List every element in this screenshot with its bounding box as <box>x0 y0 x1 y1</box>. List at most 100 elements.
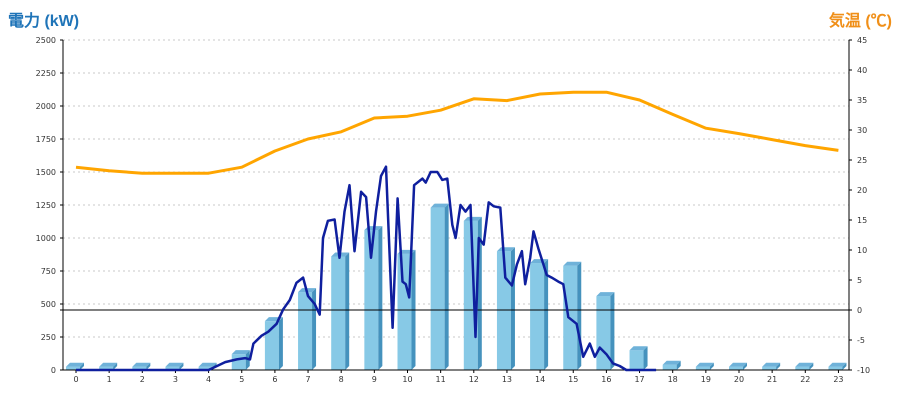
right-tick-label: -10 <box>857 366 870 375</box>
power-bar-front <box>231 354 246 370</box>
power-bar-side <box>709 362 714 370</box>
power-bar-front <box>729 366 743 370</box>
left-tick-label: 1500 <box>36 168 56 177</box>
power-bar-top <box>99 362 118 367</box>
x-tick-label: 0 <box>73 375 78 384</box>
power-bar-top <box>66 362 84 367</box>
power-bar <box>364 226 383 370</box>
x-tick-label: 10 <box>402 375 412 384</box>
power-bar-top <box>762 362 781 367</box>
power-bar-side <box>809 362 814 370</box>
x-tick-label: 4 <box>206 375 211 384</box>
power-bar-top <box>463 216 482 221</box>
left-tick-label: 250 <box>41 333 56 342</box>
power-bar-side <box>80 362 84 370</box>
power-bar-top <box>563 261 582 266</box>
x-tick-label: 15 <box>568 375 578 384</box>
power-bar-front <box>264 321 279 370</box>
power-bar-front <box>762 366 777 370</box>
power-bar-front <box>165 366 180 370</box>
power-bar-front <box>596 296 611 370</box>
left-tick-label: 2000 <box>36 102 56 111</box>
x-tick-label: 18 <box>668 375 678 384</box>
right-tick-label: 5 <box>857 276 862 285</box>
x-tick-label: 20 <box>734 375 744 384</box>
power-bar-front <box>298 292 313 370</box>
power-bar <box>762 362 781 370</box>
right-tick-label: -5 <box>857 336 865 345</box>
power-bar-side <box>312 288 317 370</box>
temperature-line <box>75 90 839 175</box>
x-tick-label: 12 <box>469 375 479 384</box>
power-bar-top <box>132 362 151 367</box>
x-tick-label: 6 <box>272 375 277 384</box>
x-axis-ticks: 0 1 2 3 4 5 6 7 8 9 10 11 12 13 14 15 16 17 18 19 20 21 22 23 <box>73 370 844 384</box>
power-bar <box>629 346 648 370</box>
power-bars <box>66 203 847 370</box>
power-bar-side <box>776 362 781 370</box>
power-bar <box>795 362 814 370</box>
power-bar <box>662 360 681 370</box>
power-bar-side <box>378 226 383 370</box>
power-bar-front <box>662 364 677 370</box>
axes <box>62 40 850 371</box>
right-tick-label: 40 <box>857 66 867 75</box>
power-bar-top <box>596 292 615 297</box>
x-tick-label: 22 <box>800 375 810 384</box>
left-tick-label: 750 <box>41 267 56 276</box>
power-bar <box>828 362 847 370</box>
power-bar-top <box>828 362 847 367</box>
x-tick-label: 7 <box>306 375 311 384</box>
x-tick-label: 9 <box>372 375 377 384</box>
x-tick-label: 3 <box>173 375 178 384</box>
left-tick-label: 1000 <box>36 234 56 243</box>
power-bar-side <box>610 292 615 370</box>
x-tick-label: 23 <box>833 375 843 384</box>
power-bar-side <box>577 261 582 370</box>
power-bar <box>596 292 615 370</box>
right-tick-label: 20 <box>857 186 867 195</box>
power-bar-side <box>643 346 648 370</box>
left-tick-label: 1750 <box>36 135 56 144</box>
power-bar-side <box>743 362 747 370</box>
x-tick-label: 21 <box>767 375 777 384</box>
right-tick-label: 30 <box>857 126 867 135</box>
power-bar-side <box>278 317 283 370</box>
power-bar-front <box>331 256 346 370</box>
left-tick-label: 1250 <box>36 201 56 210</box>
right-tick-label: 25 <box>857 156 867 165</box>
power-bar-front <box>397 253 412 370</box>
right-tick-label: 15 <box>857 216 867 225</box>
right-axis-title: 気温 (℃) <box>828 13 892 30</box>
x-tick-label: 1 <box>107 375 112 384</box>
x-tick-label: 19 <box>701 375 711 384</box>
left-tick-label: 2250 <box>36 69 56 78</box>
x-tick-label: 2 <box>140 375 145 384</box>
power-bar-top <box>231 350 250 355</box>
x-tick-label: 8 <box>339 375 344 384</box>
power-bar-top <box>695 362 714 367</box>
power-bar <box>729 362 747 370</box>
x-tick-label: 11 <box>436 375 446 384</box>
power-bar <box>496 247 515 370</box>
right-tick-label: 35 <box>857 96 867 105</box>
power-bar <box>430 203 449 370</box>
power-bar-front <box>695 366 710 370</box>
power-bar-front <box>132 366 147 370</box>
power-bar <box>165 362 184 370</box>
x-tick-label: 17 <box>634 375 644 384</box>
power-bar-side <box>345 252 350 370</box>
power-bar-side <box>842 362 847 370</box>
power-bar-side <box>146 362 151 370</box>
power-bar-side <box>179 362 184 370</box>
power-bar-side <box>676 360 681 370</box>
power-bar-front <box>795 366 810 370</box>
right-tick-label: 0 <box>857 306 862 315</box>
x-tick-label: 13 <box>502 375 512 384</box>
power-bar-top <box>795 362 814 367</box>
power-bar-top <box>165 362 184 367</box>
power-bar-front <box>198 366 213 370</box>
power-bar <box>331 252 350 370</box>
right-tick-label: 45 <box>857 36 867 45</box>
x-tick-label: 14 <box>535 375 545 384</box>
